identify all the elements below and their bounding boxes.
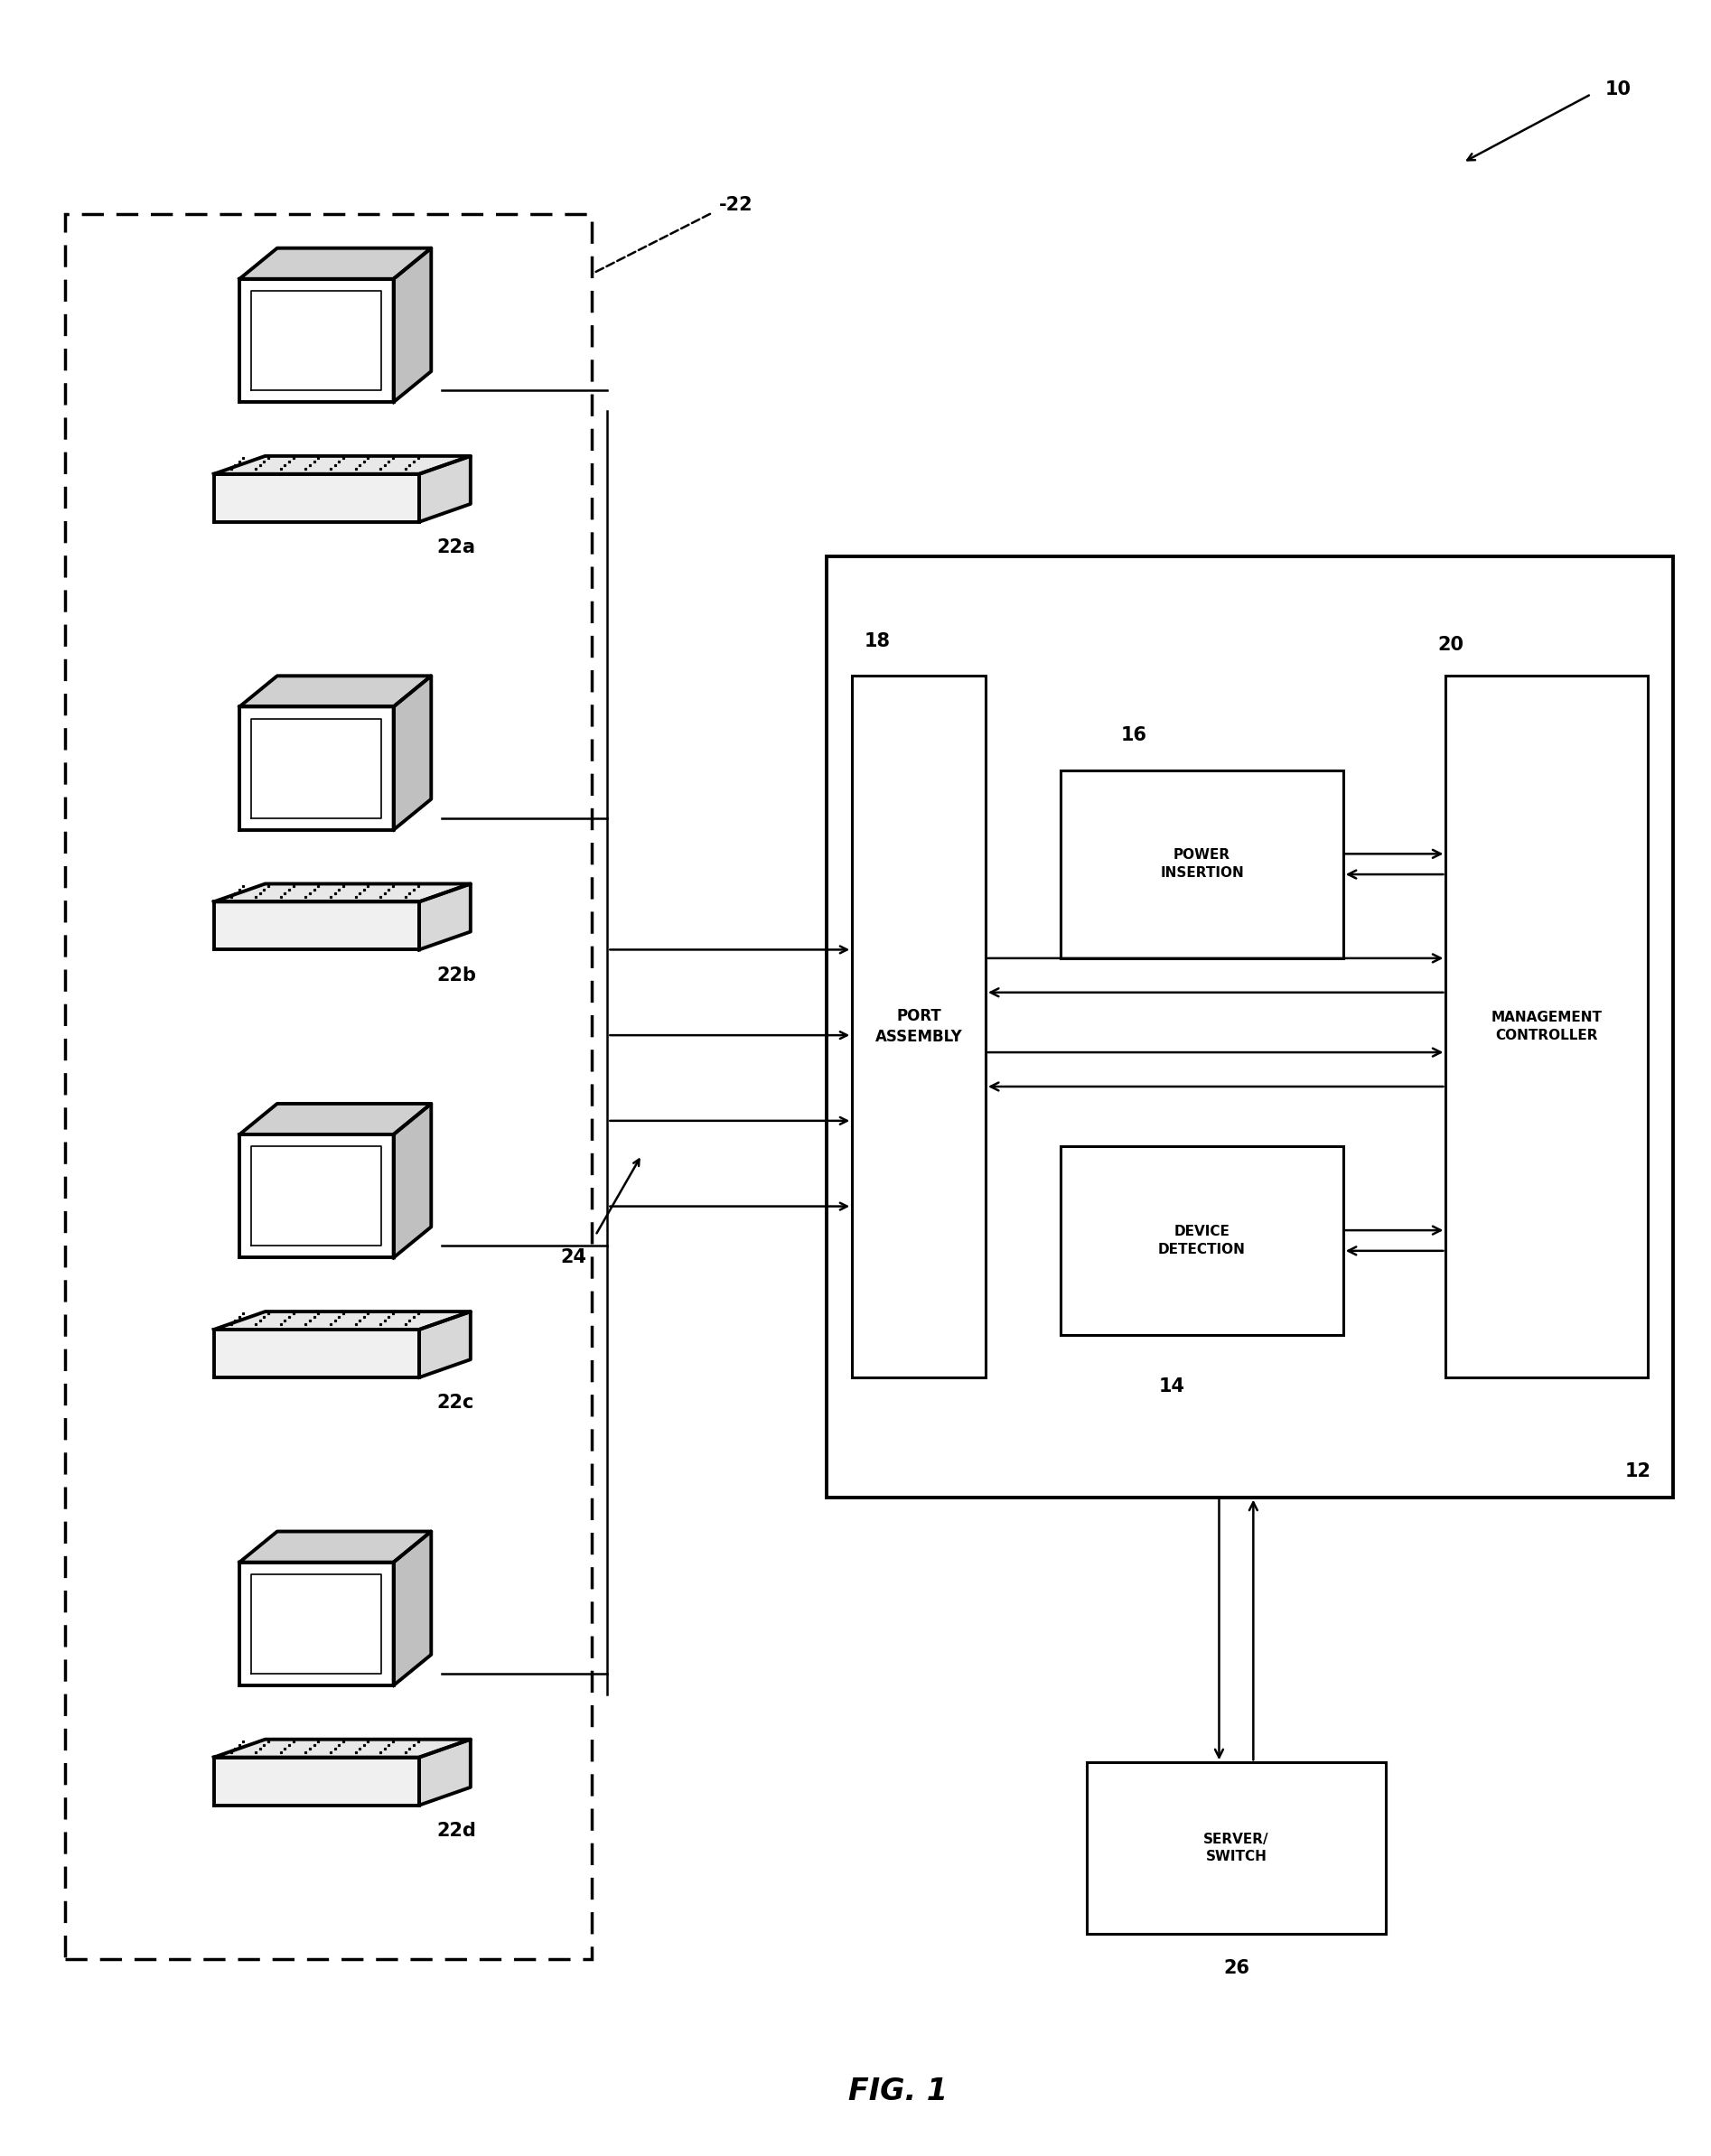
Text: PORT
ASSEMBLY: PORT ASSEMBLY: [874, 1007, 963, 1046]
Polygon shape: [394, 248, 431, 403]
Polygon shape: [394, 1531, 431, 1686]
Polygon shape: [419, 457, 471, 522]
Polygon shape: [240, 1134, 394, 1257]
Polygon shape: [252, 1574, 382, 1673]
Polygon shape: [394, 675, 431, 830]
Polygon shape: [419, 884, 471, 949]
Polygon shape: [252, 718, 382, 817]
Text: 24: 24: [559, 1248, 587, 1268]
Polygon shape: [240, 1531, 431, 1563]
Text: 14: 14: [1158, 1378, 1186, 1395]
Bar: [826, 556, 1673, 1496]
Polygon shape: [419, 1740, 471, 1805]
Polygon shape: [240, 707, 394, 830]
Text: SERVER/
SWITCH: SERVER/ SWITCH: [1203, 1833, 1270, 1863]
Polygon shape: [240, 1104, 431, 1134]
Bar: [1061, 770, 1343, 957]
Text: 18: 18: [864, 632, 890, 651]
Polygon shape: [240, 1563, 394, 1686]
Polygon shape: [214, 1311, 471, 1330]
Polygon shape: [252, 291, 382, 390]
Polygon shape: [214, 884, 471, 901]
Polygon shape: [394, 1104, 431, 1257]
Polygon shape: [214, 1330, 419, 1378]
Text: 22d: 22d: [436, 1822, 476, 1839]
Polygon shape: [240, 675, 431, 707]
Text: DEVICE
DETECTION: DEVICE DETECTION: [1158, 1225, 1246, 1257]
Polygon shape: [214, 1757, 419, 1805]
Text: MANAGEMENT
CONTROLLER: MANAGEMENT CONTROLLER: [1492, 1011, 1601, 1041]
Text: 12: 12: [1625, 1462, 1651, 1481]
Polygon shape: [214, 1740, 471, 1757]
Text: 16: 16: [1121, 727, 1146, 744]
Text: 22b: 22b: [436, 966, 476, 985]
Polygon shape: [214, 474, 419, 522]
Bar: [1086, 1761, 1386, 1934]
Text: 20: 20: [1437, 636, 1463, 653]
Polygon shape: [240, 248, 431, 278]
Polygon shape: [214, 457, 471, 474]
Polygon shape: [214, 901, 419, 949]
Bar: [65, 213, 592, 1960]
Text: 22a: 22a: [436, 539, 476, 556]
Bar: [852, 675, 986, 1378]
Bar: [1061, 1147, 1343, 1335]
Polygon shape: [240, 278, 394, 403]
Bar: [1446, 675, 1648, 1378]
Text: -22: -22: [719, 196, 753, 213]
Text: FIG. 1: FIG. 1: [849, 2076, 948, 2106]
Polygon shape: [419, 1311, 471, 1378]
Text: 26: 26: [1223, 1960, 1249, 1977]
Text: POWER
INSERTION: POWER INSERTION: [1160, 849, 1244, 880]
Text: 22c: 22c: [436, 1395, 474, 1412]
Text: 10: 10: [1605, 80, 1631, 97]
Polygon shape: [252, 1147, 382, 1246]
